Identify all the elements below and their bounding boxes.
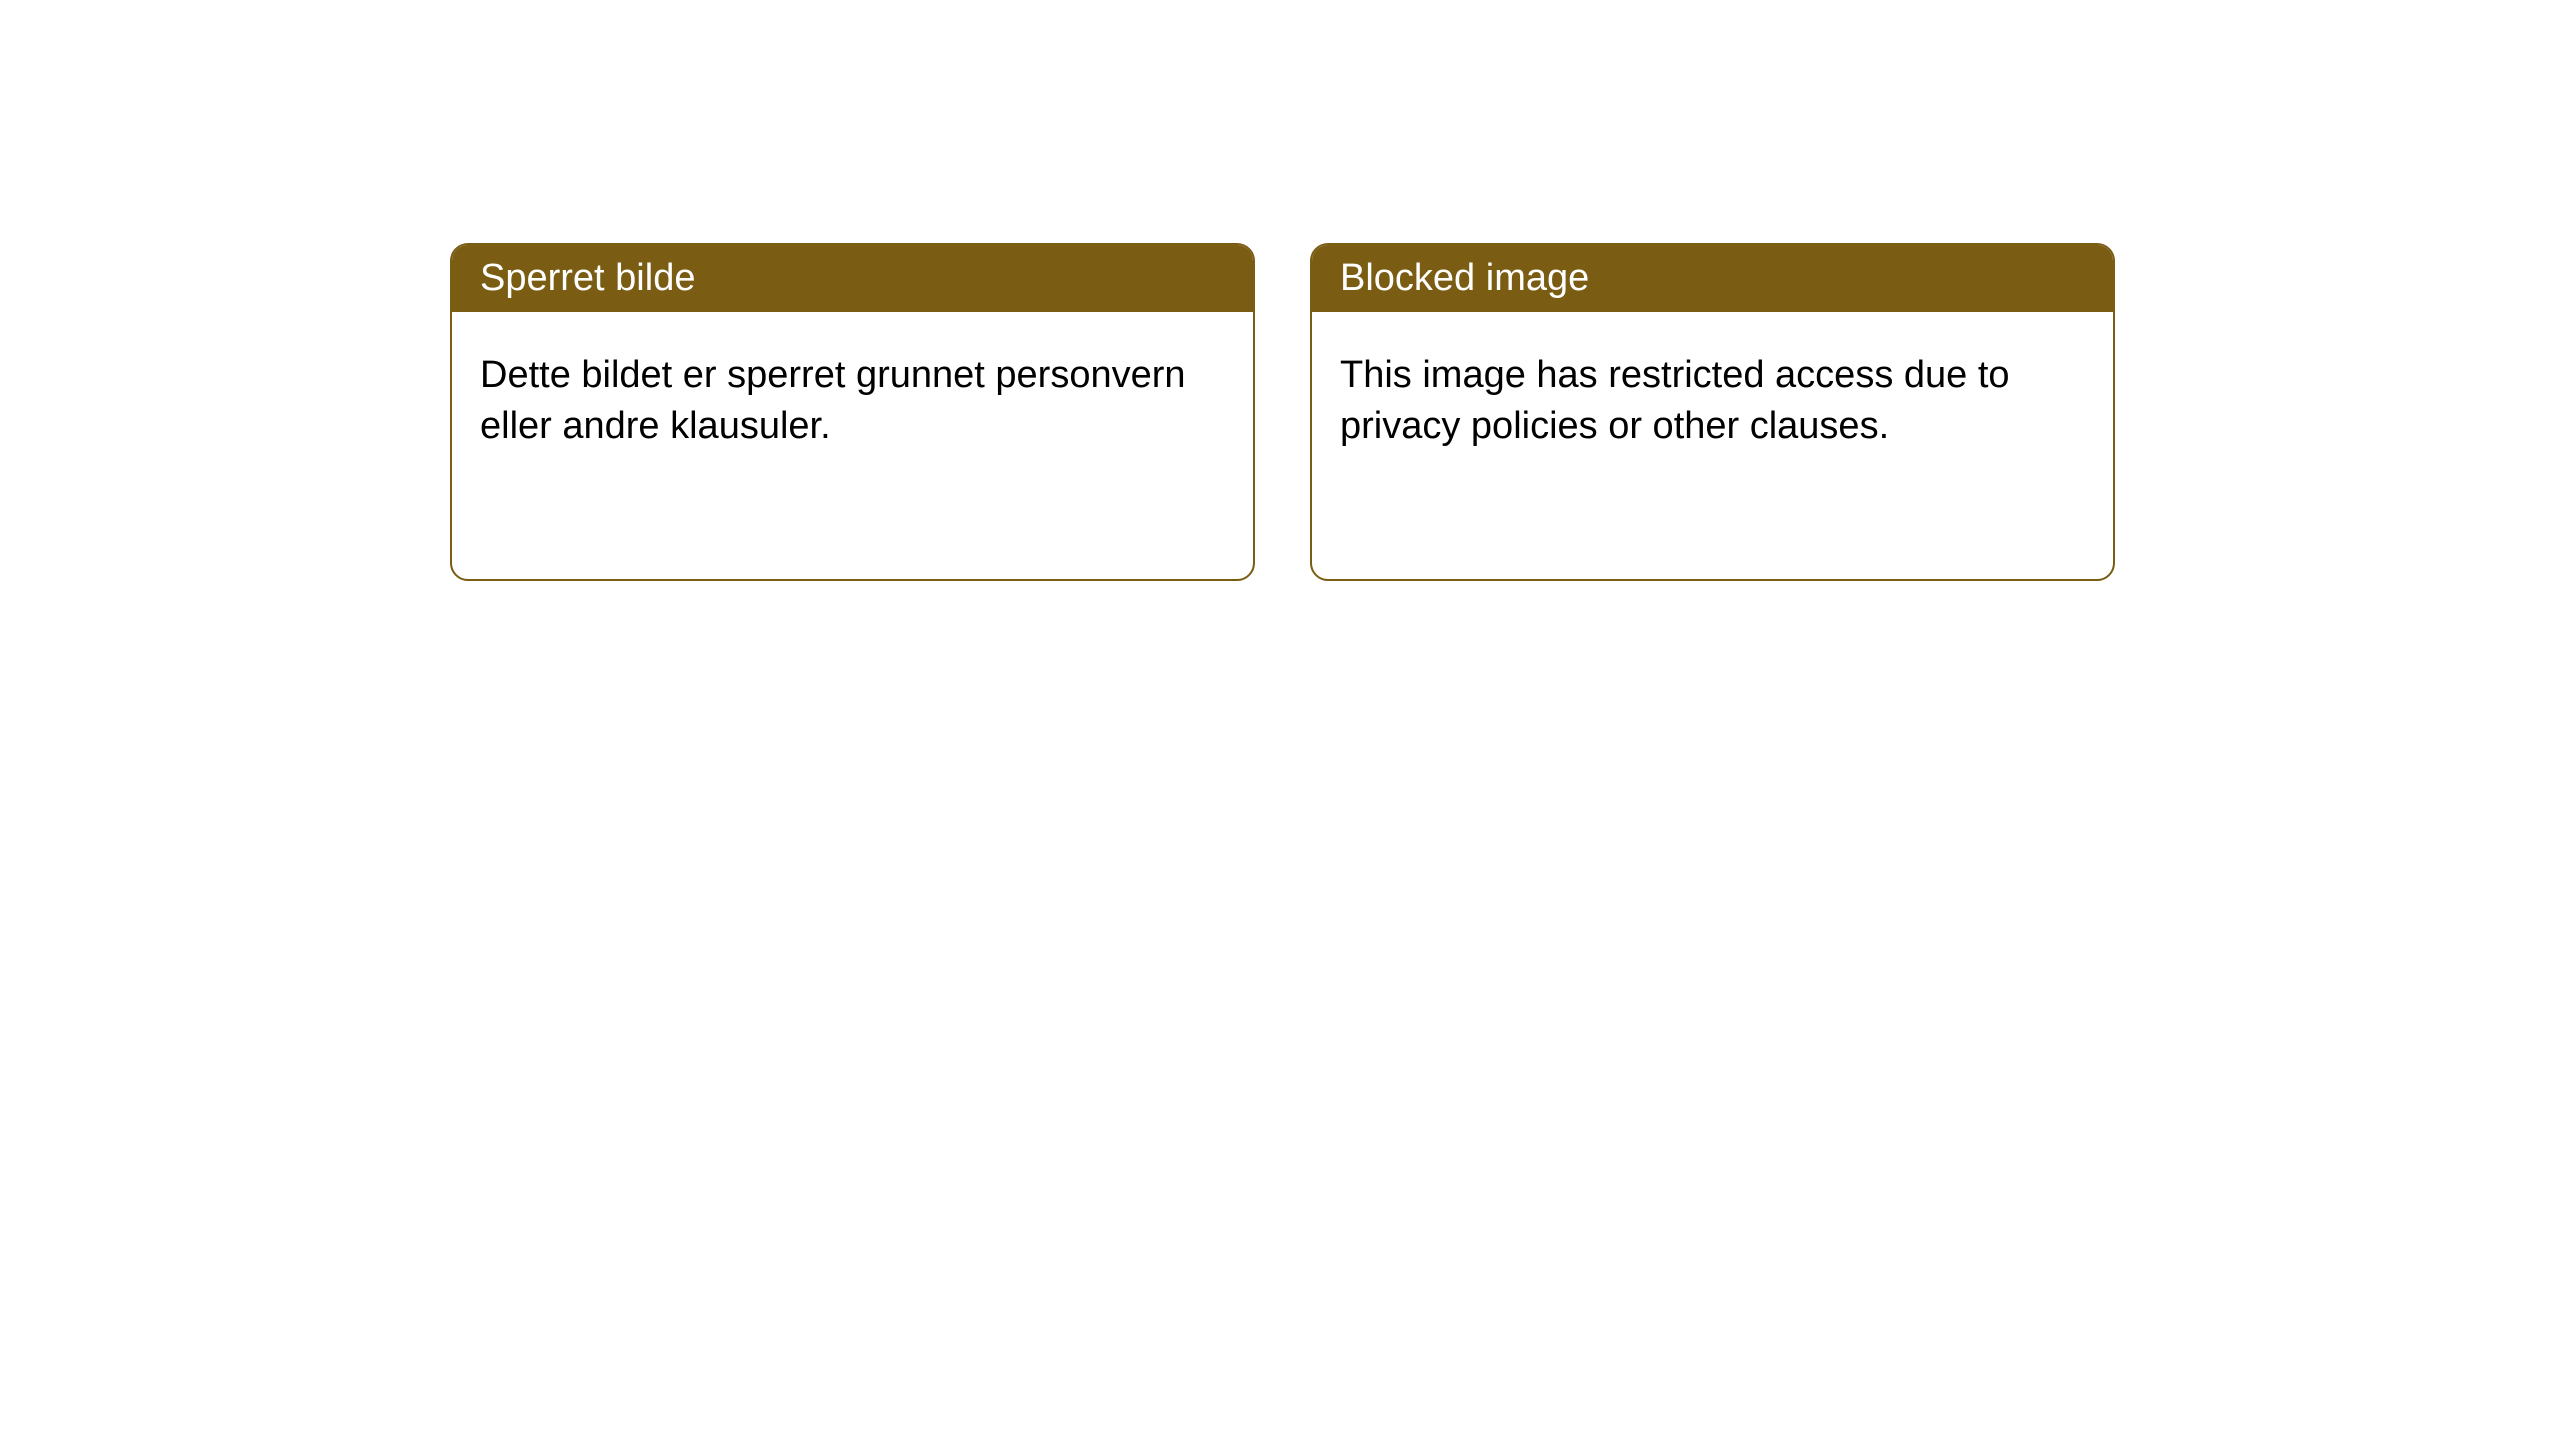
notice-card-body: This image has restricted access due to … xyxy=(1312,312,2113,491)
notice-card-body: Dette bildet er sperret grunnet personve… xyxy=(452,312,1253,491)
notice-card-title: Sperret bilde xyxy=(452,245,1253,312)
notice-container: Sperret bilde Dette bildet er sperret gr… xyxy=(0,0,2560,581)
notice-card-title: Blocked image xyxy=(1312,245,2113,312)
notice-card-english: Blocked image This image has restricted … xyxy=(1310,243,2115,581)
notice-card-norwegian: Sperret bilde Dette bildet er sperret gr… xyxy=(450,243,1255,581)
